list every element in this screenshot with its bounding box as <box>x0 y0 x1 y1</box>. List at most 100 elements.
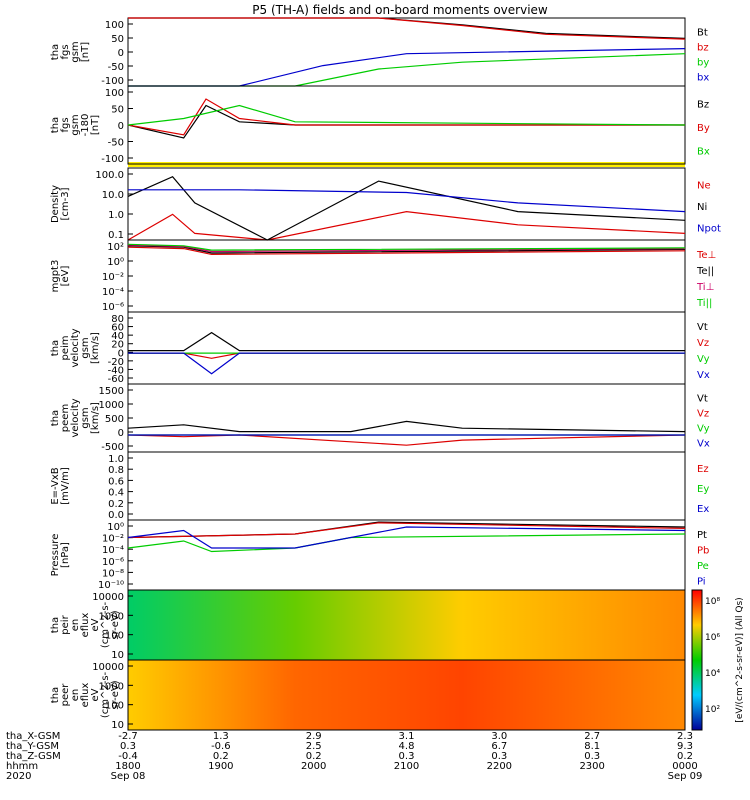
series-line-Bx <box>127 104 686 126</box>
series-line-Te|| <box>127 245 686 254</box>
y-tick-label: 10⁻² <box>102 534 124 545</box>
y-tick-label: 100 <box>105 701 124 712</box>
y-axis-label: mgpt3 <box>50 260 61 293</box>
y-axis-label: [nPa] <box>60 542 71 568</box>
y-tick-label: 10000 <box>92 592 124 603</box>
x-tick-label: 1800 <box>115 761 140 772</box>
y-axis-label: [mV/m] <box>60 467 71 505</box>
y-axis-label: tha <box>50 617 61 633</box>
x-end-date: Sep 09 <box>668 771 703 782</box>
legend-Pt: Pt <box>697 530 707 541</box>
y-tick-label: 100 <box>105 631 124 642</box>
legend-Ey: Ey <box>697 484 709 495</box>
legend-Bt: Bt <box>697 28 708 39</box>
panel-peim <box>127 311 686 385</box>
y-tick-label: 1000 <box>99 681 124 692</box>
y-tick-label: 10 <box>111 650 124 661</box>
y-tick-label: 1000 <box>99 400 124 411</box>
y-axis-label: velocity <box>70 398 81 437</box>
x-tick-label: 8.1 <box>584 741 600 752</box>
y-axis-label: en <box>70 619 81 632</box>
y-tick-label: -500 <box>101 442 124 453</box>
panel-frame <box>127 519 686 591</box>
panel-fgs <box>127 17 686 87</box>
x-row-label: tha_Z-GSM <box>6 751 61 762</box>
y-tick-label: 80 <box>111 314 124 325</box>
y-axis-label: gsm <box>80 407 91 428</box>
y-axis-label: sr-eV) <box>110 610 121 639</box>
y-tick-label: 10⁻⁸ <box>102 568 124 579</box>
x-tick-label: -0.6 <box>211 741 231 752</box>
y-tick-label: 10⁻⁴ <box>102 545 124 556</box>
y-tick-label: -50 <box>108 138 124 149</box>
x-tick-label: -0.4 <box>118 751 138 762</box>
y-tick-label: 0.1 <box>108 230 124 241</box>
colorbar-tick: 10⁴ <box>705 669 720 679</box>
legend-Vx: Vx <box>697 370 710 381</box>
y-tick-label: 100 <box>105 88 124 99</box>
y-tick-label: 10⁰ <box>107 522 124 533</box>
y-tick-label: 60 <box>111 323 124 334</box>
y-axis-label: fgs <box>60 117 71 132</box>
x-start-date: Sep 08 <box>111 771 146 782</box>
y-tick-label: 10⁰ <box>107 257 124 268</box>
x-tick-label: 2000 <box>301 761 326 772</box>
x-tick-label: 4.8 <box>399 741 415 752</box>
y-axis-label: peir <box>60 614 71 634</box>
panel-frame <box>127 451 686 521</box>
y-tick-label: -40 <box>108 365 124 376</box>
x-tick-label: 1900 <box>208 761 233 772</box>
x-tick-label: 2100 <box>394 761 419 772</box>
x-tick-label: 6.7 <box>491 741 507 752</box>
y-axis-label: gsm <box>70 41 81 62</box>
panel-frame <box>127 383 686 453</box>
y-tick-label: 20 <box>111 340 124 351</box>
y-tick-label: 500 <box>105 414 124 425</box>
y-tick-label: 10⁻⁶ <box>102 557 124 568</box>
panel-efield <box>127 451 686 521</box>
legend-Vz: Vz <box>697 338 709 349</box>
colorbar-tick: 10² <box>705 705 720 715</box>
series-line-Npot <box>128 189 686 213</box>
x-row-label: hhmm <box>6 761 38 772</box>
spectrogram <box>128 660 685 730</box>
y-axis-label: tha <box>50 117 61 133</box>
y-axis-label: gsm <box>70 114 81 135</box>
x-row-label: tha_Y-GSM <box>6 741 59 752</box>
y-tick-label: 40 <box>111 331 124 342</box>
y-tick-label: 0.4 <box>108 488 124 499</box>
panel-frame <box>127 17 686 87</box>
series-line-Ti⊥ <box>127 244 686 253</box>
series-line-Te⊥ <box>127 246 686 256</box>
y-tick-label: 10.0 <box>102 190 124 201</box>
x-tick-label: 1.3 <box>213 731 229 742</box>
y-axis-label: en <box>70 689 81 702</box>
legend-Vy: Vy <box>697 424 710 435</box>
panel-mom <box>127 239 686 313</box>
y-tick-label: 0.8 <box>108 465 124 476</box>
panel-peer <box>127 659 686 731</box>
series-line-Vt <box>127 420 686 433</box>
y-axis-label: -180 <box>80 114 91 137</box>
legend-Vt: Vt <box>697 322 708 333</box>
legend-Te||: Te|| <box>696 266 714 277</box>
y-tick-label: 10⁻² <box>102 272 124 283</box>
legend-Pb: Pb <box>697 545 709 556</box>
x-tick-label: 2.9 <box>306 731 322 742</box>
y-axis-label: peem <box>60 404 71 432</box>
y-tick-label: 1000 <box>99 611 124 622</box>
panel-peir <box>127 589 686 661</box>
legend-By: By <box>697 123 710 134</box>
legend-Te⊥: Te⊥ <box>696 250 716 261</box>
y-tick-label: -60 <box>108 374 124 385</box>
y-tick-label: 1.0 <box>108 454 124 465</box>
colorbar <box>691 589 703 731</box>
legend-Ti⊥: Ti⊥ <box>696 282 714 293</box>
y-axis-label: peim <box>60 335 71 360</box>
y-axis-label: eV <box>90 688 101 701</box>
x-tick-label: 0.2 <box>677 751 693 762</box>
x-tick-label: -2.7 <box>118 731 138 742</box>
legend-Bx: Bx <box>697 146 710 157</box>
y-axis-label: (cm^2-s- <box>100 601 111 648</box>
